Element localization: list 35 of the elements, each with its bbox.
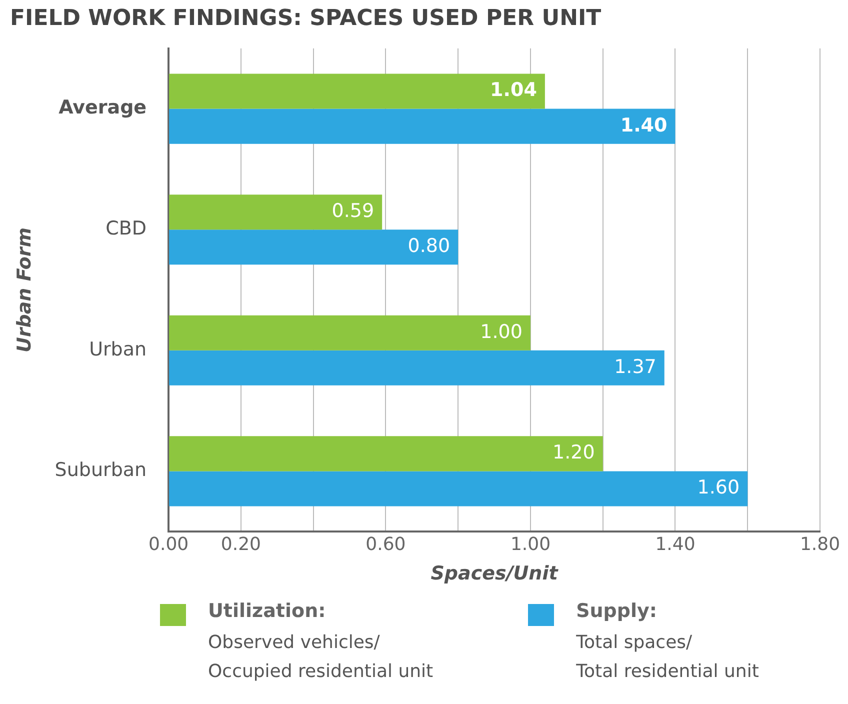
- y-tick-label: Average: [58, 96, 147, 119]
- data-label: 1.40: [620, 114, 668, 136]
- data-label: 1.00: [480, 320, 522, 343]
- bar: [169, 436, 603, 472]
- y-tick-label: Suburban: [54, 459, 147, 482]
- x-tick-label: 0.60: [366, 534, 406, 556]
- x-tick-label: 1.00: [510, 534, 551, 556]
- data-label: 1.04: [490, 79, 537, 102]
- y-tick-label: Urban: [89, 338, 147, 360]
- x-tick-label: 1.80: [800, 534, 840, 556]
- text: Total spaces/: [576, 631, 694, 655]
- bar: [169, 471, 748, 506]
- y-axis-title: Urban Form: [13, 227, 36, 353]
- legend-label: Utilization:: [208, 600, 327, 622]
- legend-label: Supply:: [576, 600, 658, 622]
- data-label: 1.60: [697, 476, 740, 499]
- text: Total residential unit: [576, 660, 759, 684]
- bar: [169, 350, 664, 386]
- data-label: 1.37: [614, 356, 656, 378]
- y-tick-label: CBD: [106, 218, 147, 240]
- chart-title: FIELD WORK FINDINGS: SPACES USED PER UNIT: [10, 6, 602, 31]
- data-label: 0.59: [332, 200, 374, 222]
- text: Observed vehicles/: [208, 631, 381, 655]
- x-tick-label: 0.20: [220, 534, 261, 556]
- data-label: 1.20: [552, 442, 595, 464]
- x-axis-title: Spaces/Unit: [430, 562, 559, 585]
- text: Occupied residential unit: [208, 660, 434, 684]
- x-tick-label: 1.40: [655, 534, 696, 556]
- bar: [169, 108, 676, 144]
- x-tick-label: 0.00: [148, 534, 189, 556]
- data-label: 0.80: [408, 235, 450, 258]
- bar: [169, 194, 382, 230]
- bar: [169, 74, 545, 109]
- bar: [169, 230, 458, 265]
- bar: [169, 315, 530, 350]
